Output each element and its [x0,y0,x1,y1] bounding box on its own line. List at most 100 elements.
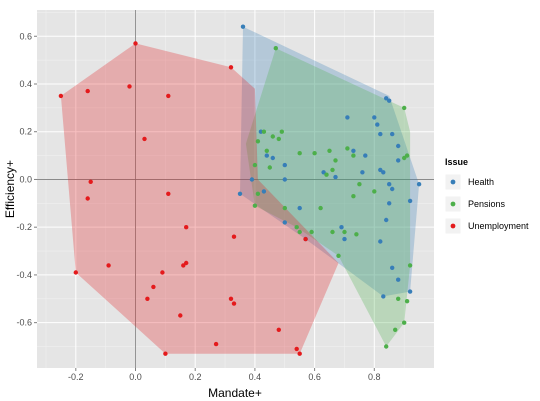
point-unemployment [231,234,237,239]
point-unemployment [73,270,79,275]
point-health [390,131,395,137]
point-pensions [312,151,317,156]
point-pensions [297,229,302,235]
legend-label-unemployment: Unemployment [468,221,529,231]
point-unemployment [133,41,138,46]
point-pensions [396,296,401,301]
point-health [396,277,401,282]
x-axis-ticks: -0.2 0.0 0.2 0.4 0.6 0.8 [68,368,381,382]
point-pensions [255,139,261,144]
point-pensions [333,158,338,163]
point-pensions [407,263,413,268]
plot-panel [37,10,434,368]
point-pensions [402,105,407,111]
grid-minor [37,10,434,368]
point-pensions [402,155,407,161]
point-health [264,153,269,158]
point-unemployment [303,236,308,242]
y-tick-label: -0.4 [16,270,32,280]
hull-health [240,26,420,297]
series-points [58,24,422,356]
point-pensions [393,327,398,332]
point-pensions [297,151,302,156]
point-health [249,177,255,182]
x-tick-label: 0.6 [308,372,321,382]
point-health [282,177,287,182]
point-health [387,98,392,103]
y-axis-title: Efficiency+ [3,160,17,218]
point-health [363,153,368,158]
point-health [384,96,389,101]
x-tick-label: 0.0 [129,372,142,382]
y-tick-label: -0.2 [16,222,32,232]
point-health [390,265,395,270]
x-tick-label: 0.4 [249,372,262,382]
point-unemployment [213,341,219,347]
point-health [396,143,401,149]
point-health [360,170,365,175]
point-pensions [404,299,410,304]
point-unemployment [166,191,171,196]
point-pensions [276,136,281,142]
y-tick-label: 0.4 [19,79,32,89]
point-pensions [309,229,314,235]
point-health [416,182,422,187]
point-health [351,148,356,153]
point-unemployment [181,263,186,268]
point-health [282,162,287,168]
x-axis-title: Mandate+ [208,386,262,400]
point-pensions [270,134,275,139]
point-pensions [384,344,389,349]
x-tick-label: 0.8 [368,372,381,382]
point-pensions [351,153,356,158]
legend-swatch-unemployment [450,223,456,229]
point-unemployment [166,93,171,99]
point-pensions [252,203,258,208]
point-unemployment [106,263,111,268]
point-unemployment [178,313,183,318]
point-pensions [252,162,258,168]
legend-swatch-health [450,179,456,185]
point-pensions [402,320,407,325]
point-health [261,189,267,194]
point-unemployment [297,351,302,356]
point-unemployment [184,225,189,230]
x-tick-label: 0.2 [189,372,202,382]
point-unemployment [276,327,281,332]
legend-title: Issue [445,157,468,167]
point-health [387,182,392,187]
point-pensions [318,205,323,211]
point-unemployment [142,136,147,142]
hull-pensions [245,48,411,347]
y-tick-label: 0.0 [19,174,32,184]
point-health [345,115,350,120]
point-health [381,170,386,175]
point-unemployment [151,284,156,290]
hull-unemployment [60,43,339,354]
point-pensions [357,182,362,187]
point-health [378,239,383,244]
point-health [396,158,401,163]
point-pensions [330,229,335,235]
y-tick-label: 0.6 [19,31,32,41]
point-health [407,198,413,204]
point-unemployment [228,65,234,70]
point-pensions [351,194,356,199]
y-axis-ticks: -0.6 -0.4 -0.2 0.0 0.2 0.4 0.6 [16,31,37,328]
series-hulls [60,26,420,354]
point-pensions [354,232,359,237]
point-unemployment [228,296,234,301]
point-health [384,217,389,223]
point-pensions [273,46,278,51]
point-unemployment [163,351,168,356]
point-health [407,289,413,294]
point-pensions [267,165,272,170]
reference-lines [37,10,434,368]
point-health [387,201,392,206]
point-health [297,205,302,211]
point-pensions [264,148,269,153]
point-pensions [294,225,299,230]
point-health [339,225,344,230]
point-health [240,24,246,29]
